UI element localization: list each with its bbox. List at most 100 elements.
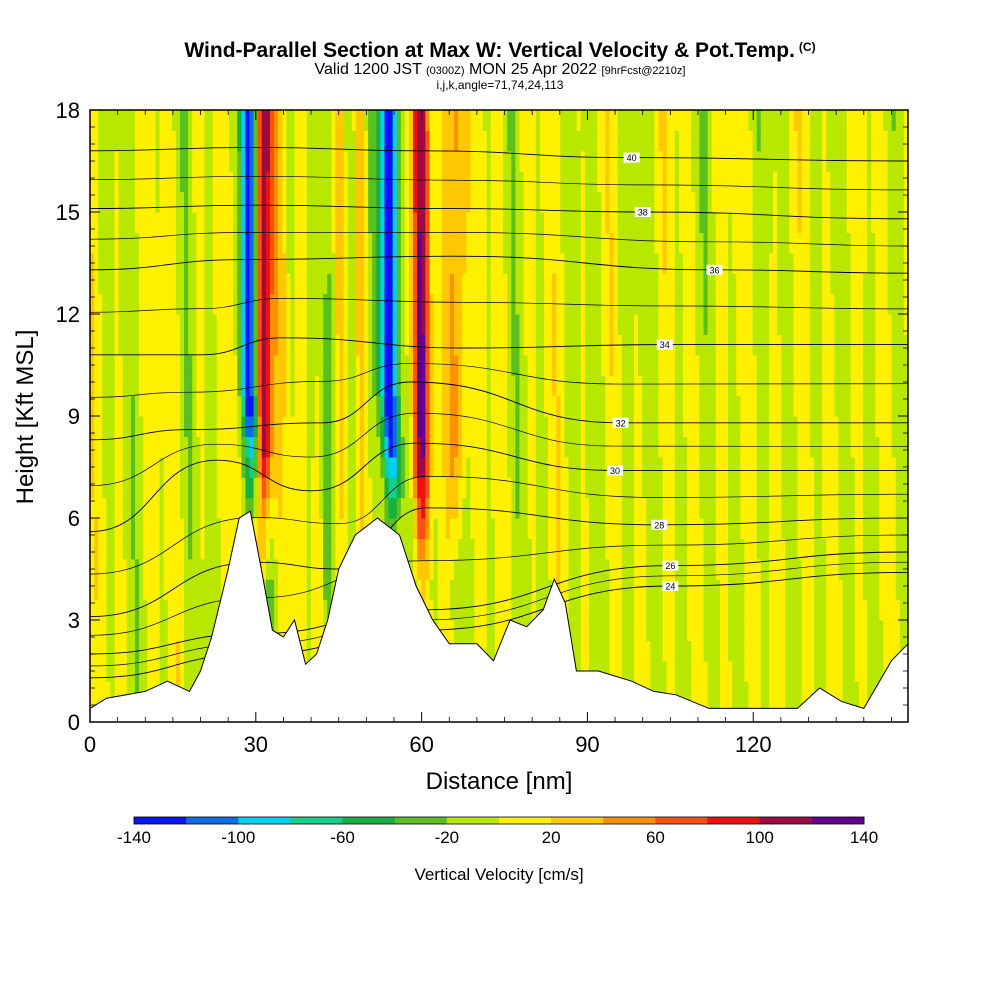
field-cell: [114, 599, 120, 621]
field-cell: [539, 375, 545, 397]
field-cell: [167, 375, 173, 397]
field-cell: [249, 293, 255, 315]
field-cell: [388, 150, 394, 172]
field-cell: [310, 395, 316, 417]
field-cell: [548, 558, 553, 580]
field-cell: [290, 212, 296, 233]
field-cell: [126, 293, 132, 315]
field-cell: [707, 456, 713, 478]
field-cell: [760, 660, 766, 682]
field-cell: [102, 395, 107, 417]
field-cell: [535, 395, 541, 417]
field-cell: [294, 293, 300, 315]
field-cell: [343, 232, 349, 254]
field-cell: [650, 110, 656, 131]
field-cell: [499, 334, 504, 356]
field-cell: [719, 497, 725, 519]
field-cell: [683, 252, 688, 274]
field-cell: [249, 334, 255, 356]
field-cell: [233, 293, 238, 315]
field-cell: [678, 436, 684, 458]
field-cell: [167, 191, 173, 213]
field-cell: [175, 558, 181, 580]
field-cell: [556, 110, 561, 131]
field-cell: [368, 477, 373, 499]
field-cell: [756, 681, 762, 703]
field-cell: [404, 232, 410, 254]
field-cell: [507, 477, 512, 499]
field-cell: [621, 232, 627, 254]
field-cell: [421, 171, 426, 193]
field-cell: [294, 334, 300, 356]
field-cell: [499, 273, 504, 295]
field-cell: [482, 579, 488, 601]
field-cell: [392, 273, 398, 295]
field-cell: [621, 314, 627, 335]
field-cell: [732, 416, 737, 437]
field-cell: [196, 620, 202, 641]
field-cell: [388, 456, 394, 478]
field-cell: [269, 293, 275, 315]
field-cell: [723, 252, 729, 274]
field-cell: [184, 354, 189, 376]
field-cell: [294, 130, 300, 152]
field-cell: [507, 538, 512, 560]
field-cell: [482, 191, 488, 213]
field-cell: [319, 620, 324, 641]
field-cell: [499, 150, 504, 172]
field-cell: [331, 252, 336, 274]
field-cell: [458, 293, 463, 315]
field-cell: [695, 620, 701, 641]
field-cell: [257, 375, 263, 397]
field-cell: [535, 436, 541, 458]
field-cell: [314, 436, 320, 458]
field-cell: [580, 354, 586, 376]
field-cell: [552, 130, 557, 152]
field-cell: [633, 456, 639, 478]
field-cell: [732, 456, 737, 478]
field-cell: [699, 150, 705, 172]
field-cell: [286, 395, 292, 417]
field-cell: [703, 212, 709, 233]
field-cell: [204, 191, 210, 213]
field-cell: [274, 518, 279, 539]
field-cell: [323, 579, 328, 601]
field-cell: [494, 395, 500, 417]
field-cell: [192, 293, 197, 315]
field-cell: [621, 538, 627, 560]
field-cell: [449, 375, 455, 397]
field-cell: [192, 212, 197, 233]
field-cell: [674, 395, 680, 417]
field-cell: [482, 599, 488, 621]
field-cell: [359, 212, 365, 233]
field-cell: [306, 456, 312, 478]
field-cell: [449, 110, 455, 131]
field-cell: [482, 212, 488, 233]
field-cell: [490, 191, 496, 213]
field-cell: [139, 558, 144, 580]
field-cell: [208, 497, 214, 519]
field-cell: [519, 395, 525, 417]
field-cell: [351, 150, 357, 172]
field-cell: [392, 375, 398, 397]
field-cell: [445, 314, 451, 335]
field-cell: [429, 538, 435, 560]
field-cell: [122, 293, 128, 315]
field-cell: [179, 110, 185, 131]
field-cell: [666, 620, 672, 641]
field-cell: [200, 130, 206, 152]
field-cell: [274, 416, 279, 437]
field-cell: [437, 416, 443, 437]
field-cell: [642, 599, 647, 621]
field-cell: [433, 375, 439, 397]
field-cell: [511, 252, 516, 274]
field-cell: [629, 354, 635, 376]
field-cell: [494, 293, 500, 315]
field-cell: [454, 518, 459, 539]
field-cell: [736, 293, 741, 315]
field-cell: [584, 640, 590, 662]
field-cell: [167, 171, 173, 193]
field-cell: [499, 293, 504, 315]
field-cell: [310, 191, 316, 213]
field-cell: [543, 538, 549, 560]
